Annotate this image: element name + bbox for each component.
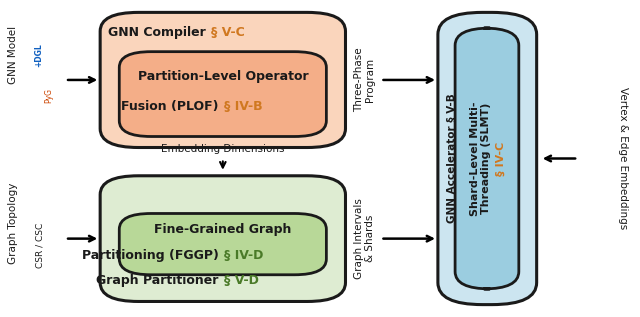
Text: § V-D: § V-D xyxy=(224,274,259,287)
FancyBboxPatch shape xyxy=(455,28,519,289)
Text: Fine-Grained Graph: Fine-Grained Graph xyxy=(154,223,291,236)
Text: Vertex & Edge Embeddings: Vertex & Edge Embeddings xyxy=(618,87,628,230)
Text: § IV-B: § IV-B xyxy=(224,100,263,113)
Text: Three-Phase
Program: Three-Phase Program xyxy=(354,48,376,112)
Text: Embedding Dimensions: Embedding Dimensions xyxy=(161,144,285,154)
Text: GNN Accelerator § V-B: GNN Accelerator § V-B xyxy=(447,94,457,223)
Text: GNN Compiler: GNN Compiler xyxy=(108,26,210,39)
Text: Graph Intervals
& Shards: Graph Intervals & Shards xyxy=(354,198,376,279)
Text: § IV-C: § IV-C xyxy=(496,141,506,176)
FancyBboxPatch shape xyxy=(119,52,326,137)
Text: Shard-Level Multi-
Threading (SLMT): Shard-Level Multi- Threading (SLMT) xyxy=(470,101,492,216)
Text: +DGL: +DGL xyxy=(34,43,43,67)
Text: Fusion (PLOF): Fusion (PLOF) xyxy=(121,100,223,113)
Text: PyG: PyG xyxy=(45,88,54,103)
FancyBboxPatch shape xyxy=(100,12,346,147)
Text: GNN Model: GNN Model xyxy=(8,26,18,84)
Text: CSR / CSC: CSR / CSC xyxy=(35,222,44,268)
Text: § IV-D: § IV-D xyxy=(224,249,264,262)
FancyBboxPatch shape xyxy=(100,176,346,301)
FancyBboxPatch shape xyxy=(438,12,537,305)
Text: Partitioning (FGGP): Partitioning (FGGP) xyxy=(81,249,223,262)
Text: Graph Partitioner: Graph Partitioner xyxy=(96,274,223,287)
Text: Graph Topology: Graph Topology xyxy=(8,182,18,264)
Text: § V-C: § V-C xyxy=(211,26,244,39)
FancyBboxPatch shape xyxy=(119,213,326,275)
Text: Partition-Level Operator: Partition-Level Operator xyxy=(138,70,308,83)
